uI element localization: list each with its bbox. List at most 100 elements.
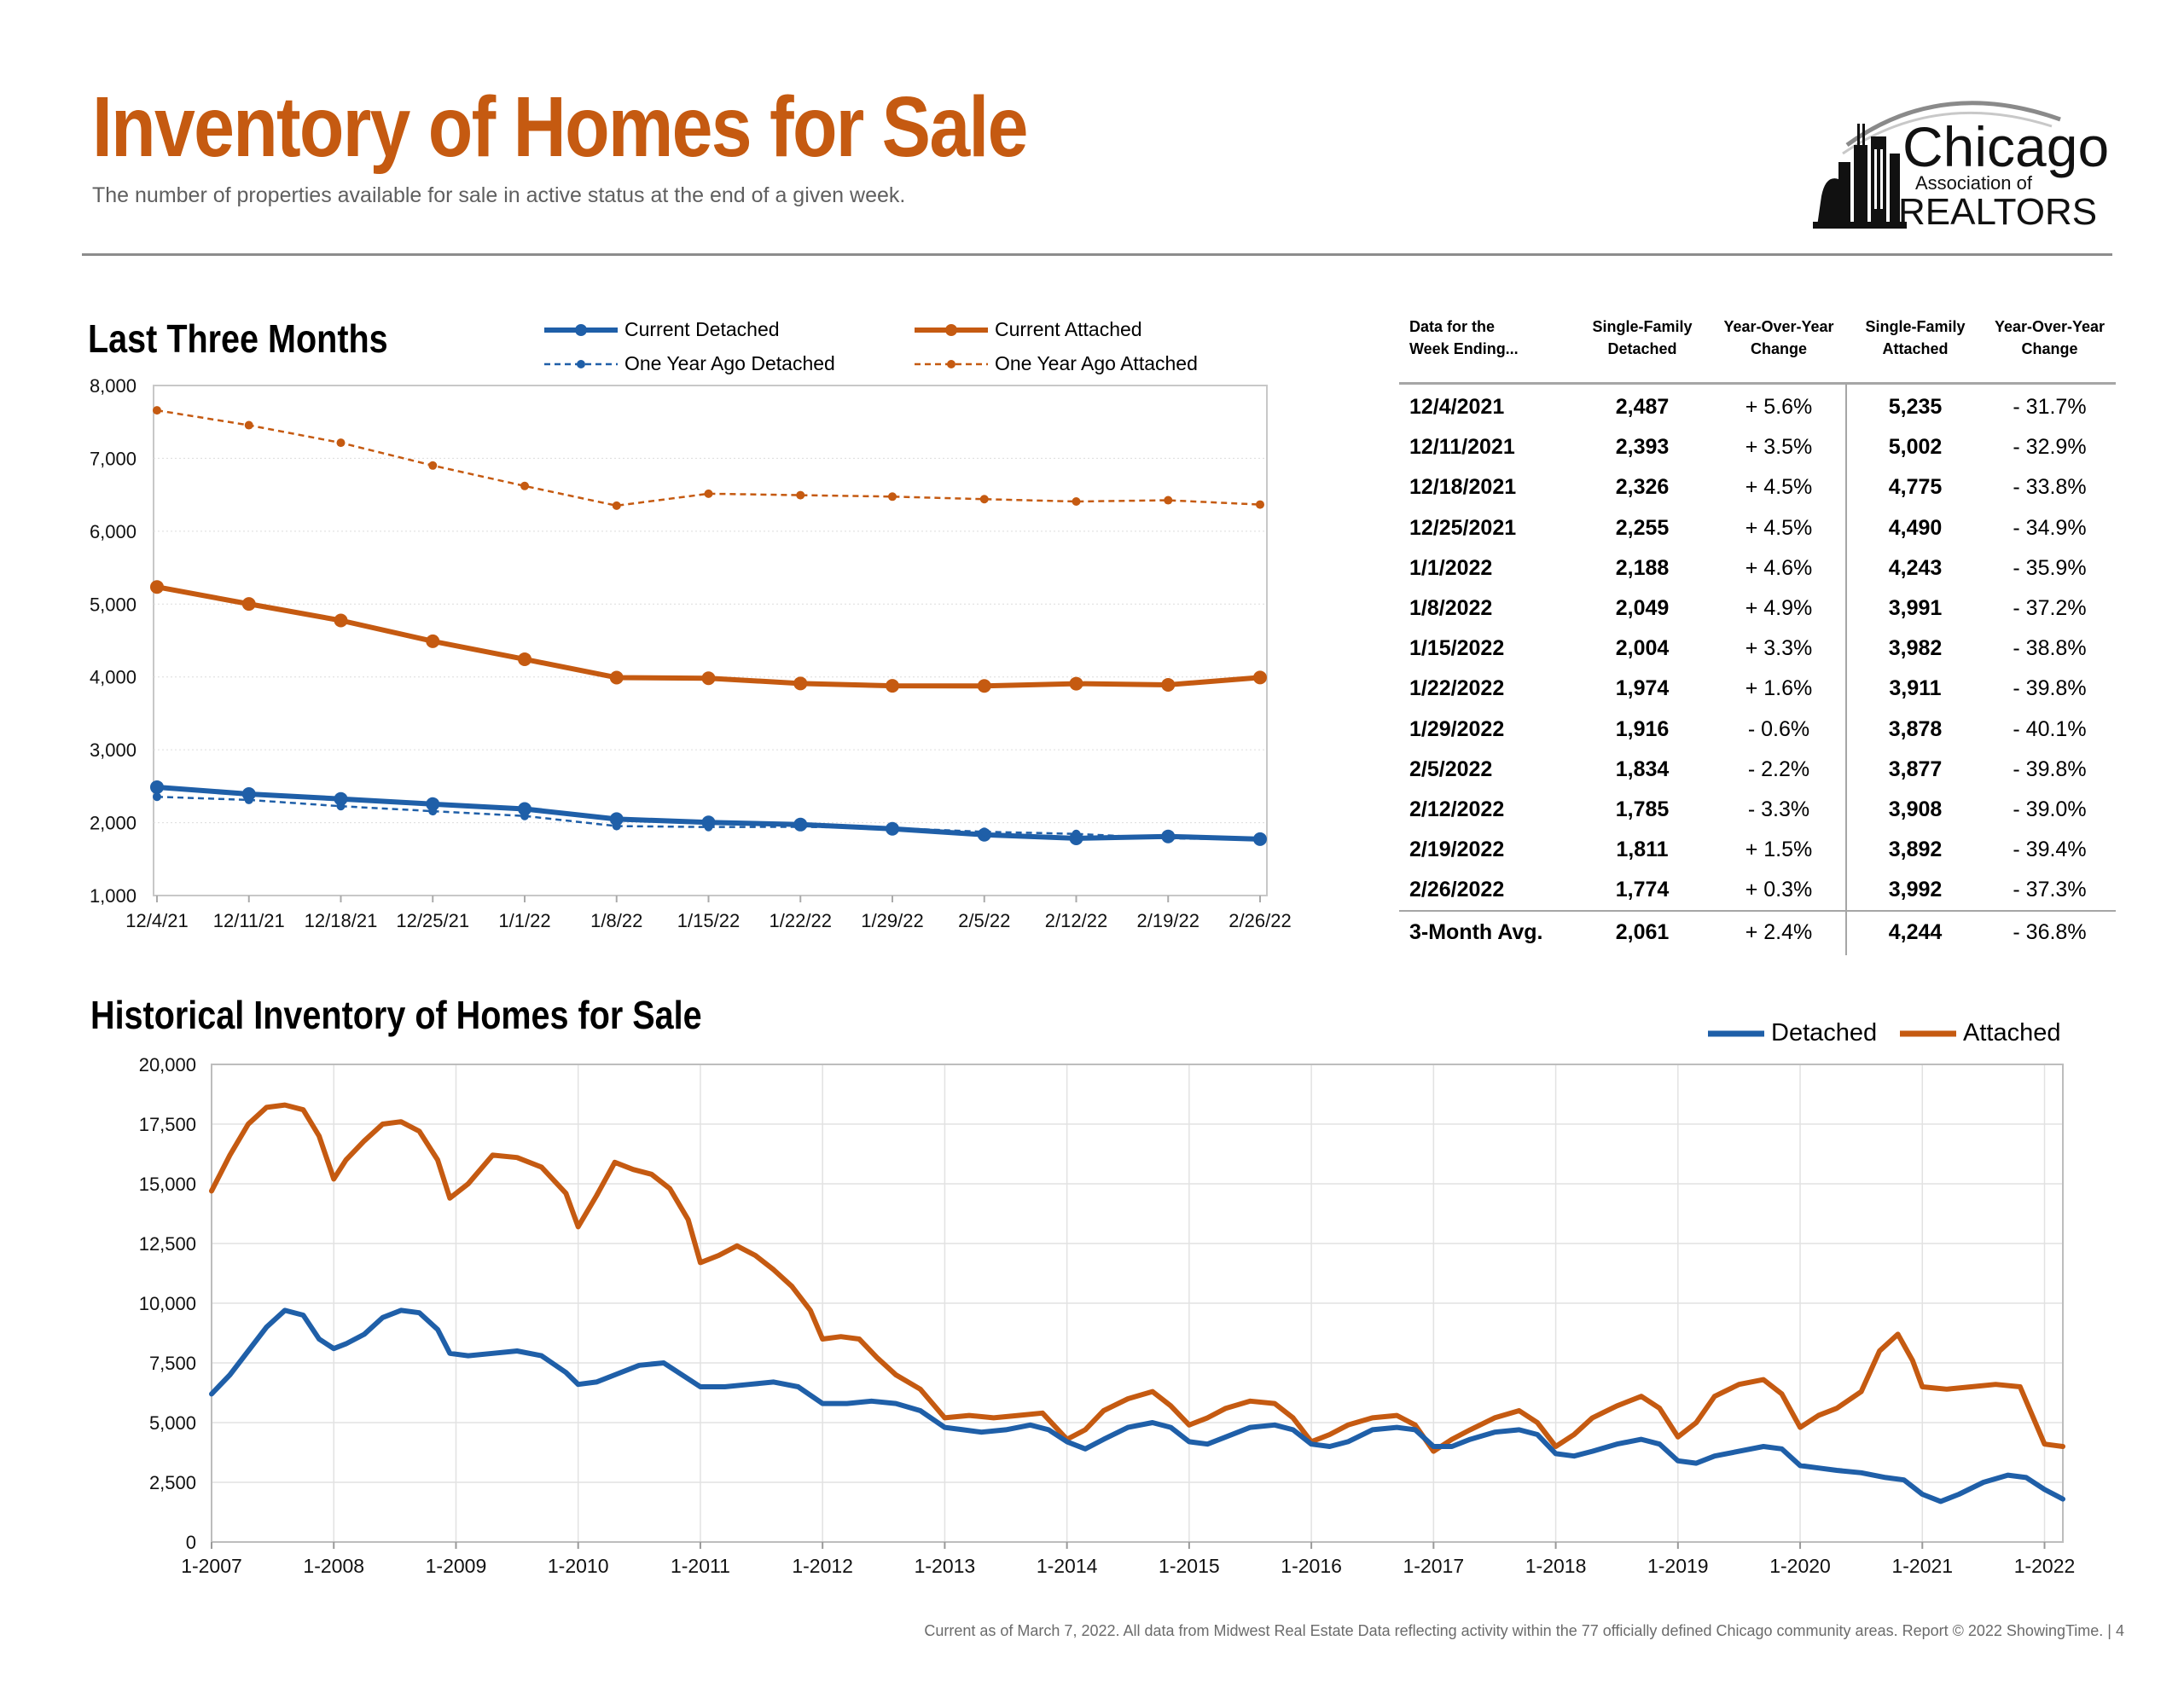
table-header-rule: [1399, 382, 2116, 385]
data-point: [888, 823, 897, 832]
table-cell: + 3.5%: [1745, 435, 1813, 460]
legend-detached: Detached: [1708, 1019, 1878, 1046]
data-point: [888, 492, 897, 501]
table-cell: 3,877: [1888, 757, 1943, 781]
table-cell: + 3.3%: [1745, 636, 1813, 661]
data-point: [241, 597, 256, 612]
x-tick-label: 1/15/22: [677, 910, 740, 931]
table-cell: + 1.6%: [1745, 676, 1813, 701]
table-cell: 3,908: [1888, 797, 1943, 821]
table-row: 12/4/2021 2,487 + 5.6% 5,235 - 31.7%: [1399, 386, 2116, 426]
y-tick-label: 15,000: [139, 1174, 196, 1195]
data-point: [886, 679, 899, 693]
table-cell: 2/19/2022: [1409, 838, 1505, 862]
table-header-detached: Single-Family Detached: [1592, 318, 1693, 357]
table-row: 2/12/2022 1,785 - 3.3% 3,908 - 39.0%: [1399, 789, 2116, 829]
x-tick-label: 1/22/22: [770, 910, 832, 931]
x-tick-label: 1-2007: [181, 1555, 242, 1577]
svg-text:Chicago: Chicago: [1902, 115, 2109, 178]
table-cell: 4,243: [1888, 555, 1943, 580]
table-cell: - 39.0%: [2013, 797, 2087, 821]
series-line: [156, 784, 1261, 842]
x-tick-label: 1-2022: [2014, 1555, 2076, 1577]
table-cell: - 2.2%: [1747, 757, 1810, 781]
table-cell: 2/12/2022: [1409, 797, 1505, 821]
table-cell: + 4.9%: [1745, 596, 1813, 620]
table-cell: 2,393: [1615, 435, 1670, 460]
y-tick-label: 2,000: [90, 813, 136, 834]
table-cell: - 40.1%: [2013, 716, 2087, 741]
data-point: [609, 670, 624, 685]
table-row: 1/8/2022 2,049 + 4.9% 3,991 - 37.2%: [1399, 588, 2116, 628]
table-cell: - 35.9%: [2013, 555, 2087, 580]
table-cell: 4,775: [1888, 475, 1943, 500]
table-cell: 1,785: [1615, 797, 1670, 821]
table-cell: 3,892: [1888, 838, 1943, 862]
x-tick-label: 12/11/21: [213, 910, 285, 931]
y-tick-label: 4,000: [90, 667, 136, 688]
x-tick-label: 1-2019: [1647, 1555, 1709, 1577]
y-tick-label: 2,500: [149, 1472, 196, 1493]
table-cell: 3,911: [1889, 676, 1942, 701]
data-point: [796, 490, 805, 500]
table-cell: 1,916: [1615, 716, 1670, 741]
table-cell: 1,811: [1616, 838, 1669, 862]
x-tick-label: 1-2014: [1037, 1555, 1098, 1577]
legend-current-detached: Current Detached: [543, 318, 780, 341]
last-three-months-heading: Last Three Months: [88, 316, 388, 361]
y-tick-label: 12,500: [139, 1233, 196, 1255]
data-point: [150, 780, 164, 794]
table-cell: 2,326: [1615, 475, 1670, 500]
table-row: 1/29/2022 1,916 - 0.6% 3,878 - 40.1%: [1399, 709, 2116, 749]
table-header-attached: Single-Family Attached: [1865, 318, 1966, 357]
x-tick-label: 1-2017: [1403, 1555, 1465, 1577]
x-tick-label: 1-2009: [426, 1555, 487, 1577]
x-tick-label: 2/12/22: [1045, 910, 1107, 931]
data-point: [520, 481, 529, 490]
table-cell: + 1.5%: [1745, 838, 1813, 862]
table-cell: 5,002: [1888, 435, 1943, 460]
table-cell: - 39.4%: [2013, 838, 2087, 862]
table-cell: - 3.3%: [1747, 797, 1810, 821]
table-row: 1/1/2022 2,188 + 4.6% 4,243 - 35.9%: [1399, 548, 2116, 588]
data-point: [150, 580, 164, 594]
table-row: 2/19/2022 1,811 + 1.5% 3,892 - 39.4%: [1399, 829, 2116, 869]
table-row: 12/25/2021 2,255 + 4.5% 4,490 - 34.9%: [1399, 507, 2116, 548]
y-tick-label: 1,000: [90, 885, 136, 907]
x-tick-label: 1-2008: [303, 1555, 364, 1577]
table-row: 12/18/2021 2,326 + 4.5% 4,775 - 33.8%: [1399, 467, 2116, 507]
x-tick-label: 2/19/22: [1137, 910, 1199, 931]
data-point: [336, 438, 346, 448]
table-cell: - 33.8%: [2013, 475, 2087, 500]
y-tick-label: 20,000: [139, 1054, 196, 1075]
table-cell: - 39.8%: [2013, 676, 2087, 701]
data-point: [334, 791, 348, 806]
y-tick-label: 7,500: [149, 1353, 196, 1374]
table-cell: + 4.5%: [1745, 515, 1813, 540]
data-point: [704, 489, 713, 498]
page-title: Inventory of Homes for Sale: [92, 79, 1028, 175]
data-point: [979, 495, 989, 504]
table-row: 1/22/2022 1,974 + 1.6% 3,911 - 39.8%: [1399, 668, 2116, 708]
table-cell: - 37.2%: [2013, 596, 2087, 620]
y-tick-label: 7,000: [90, 448, 136, 469]
data-point: [612, 821, 621, 831]
table-cell: 2/26/2022: [1409, 878, 1505, 902]
table-cell: 12/4/2021: [1409, 395, 1505, 419]
series-line: [156, 584, 1261, 689]
data-point: [1072, 497, 1081, 507]
table-cell: 4,490: [1888, 515, 1943, 540]
table-summary-row: 3-Month Avg. 2,061 + 2.4% 4,244 - 36.8%: [1409, 920, 2087, 944]
table-cell: + 4.6%: [1745, 555, 1813, 580]
table-cell: 1,774: [1615, 878, 1670, 902]
data-point: [704, 822, 713, 832]
data-point: [1069, 676, 1083, 691]
data-point: [518, 802, 531, 816]
table-cell: 1/29/2022: [1409, 716, 1505, 741]
table-header-detached-yoy: Year-Over-Year Change: [1723, 318, 1834, 357]
table-cell: 1/1/2022: [1409, 555, 1493, 580]
table-cell: 1/8/2022: [1409, 596, 1493, 620]
series-line: [209, 1102, 2065, 1454]
x-tick-label: 2/5/22: [958, 910, 1010, 931]
table-cell: 12/18/2021: [1409, 475, 1517, 500]
